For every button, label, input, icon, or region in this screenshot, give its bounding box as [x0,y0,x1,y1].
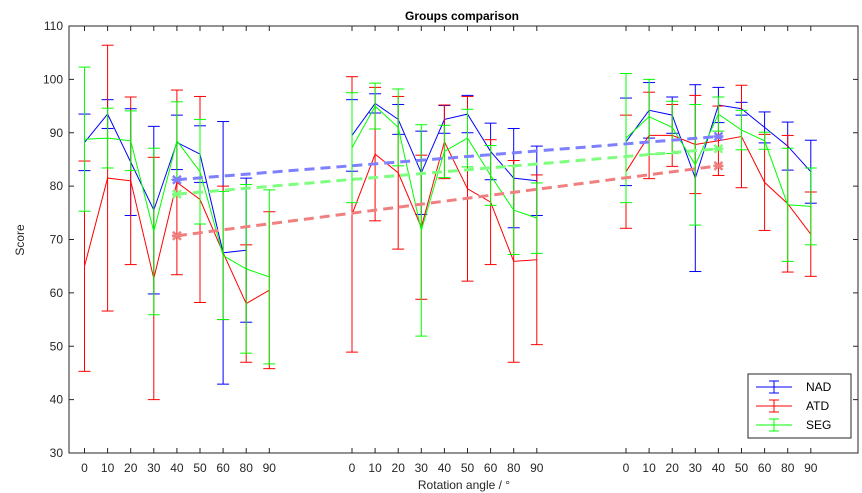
x-tick-label: 50 [735,461,749,475]
x-tick-label: 80 [781,461,795,475]
x-tick-label: 10 [368,461,382,475]
y-tick-label: 90 [50,126,64,140]
y-tick-label: 110 [44,19,63,33]
x-axis-title: Rotation angle / ° [418,478,510,492]
x-tick-label: 20 [666,461,680,475]
y-tick-label: 60 [50,286,64,300]
trend-marker [171,174,182,185]
legend-label-nad: NAD [806,380,832,394]
plot-area [78,44,817,401]
series-seg [78,66,817,365]
y-tick-label: 80 [50,179,64,193]
x-tick-label: 80 [507,461,521,475]
series-line [625,134,812,235]
x-tick-label: 90 [804,461,818,475]
x-tick-label: 30 [689,461,703,475]
x-tick-label: 10 [101,461,115,475]
legend: NAD ATD SEG [747,373,852,439]
x-tick-label: 50 [193,461,207,475]
series-line [625,113,811,207]
trend-line-seg [176,147,719,196]
y-tick-label: 50 [50,339,64,353]
x-tick-label: 60 [484,461,498,475]
trend-marker [171,189,182,200]
x-tick-label: 20 [392,461,406,475]
series-line [84,137,270,278]
x-tick-label: 0 [349,461,356,475]
x-tick-label: 0 [623,461,630,475]
trend-line-nad [176,134,719,182]
x-tick-label: 90 [530,461,544,475]
x-tick-label: 30 [415,461,429,475]
legend-label-atd: ATD [806,399,829,413]
series-line [84,113,247,254]
trend-marker [171,230,182,241]
x-tick-label: 30 [147,461,161,475]
x-tick-label: 60 [758,461,772,475]
trend-marker [713,131,724,142]
trend-marker [713,143,724,154]
y-tick-label: 70 [50,233,64,247]
chart-title: Groups comparison [405,9,519,23]
y-tick-label: 40 [50,393,64,407]
x-tick-label: 80 [240,461,254,475]
x-tick-label: 50 [461,461,475,475]
trend-marker [713,160,724,171]
series-line [351,105,537,231]
x-tick-label: 40 [712,461,726,475]
y-axis-title: Score [13,224,27,256]
series-line [84,177,270,305]
x-tick-label: 60 [216,461,230,475]
y-tick-label: 100 [43,72,63,86]
trend-line-atd [176,164,719,238]
x-tick-label: 40 [170,461,184,475]
x-tick-label: 20 [124,461,138,475]
legend-label-seg: SEG [806,418,831,432]
x-tick-label: 40 [438,461,452,475]
x-tick-label: 10 [642,461,656,475]
x-tick-label: 90 [263,461,277,475]
y-tick-label: 30 [50,446,64,460]
x-tick-label: 0 [81,461,88,475]
